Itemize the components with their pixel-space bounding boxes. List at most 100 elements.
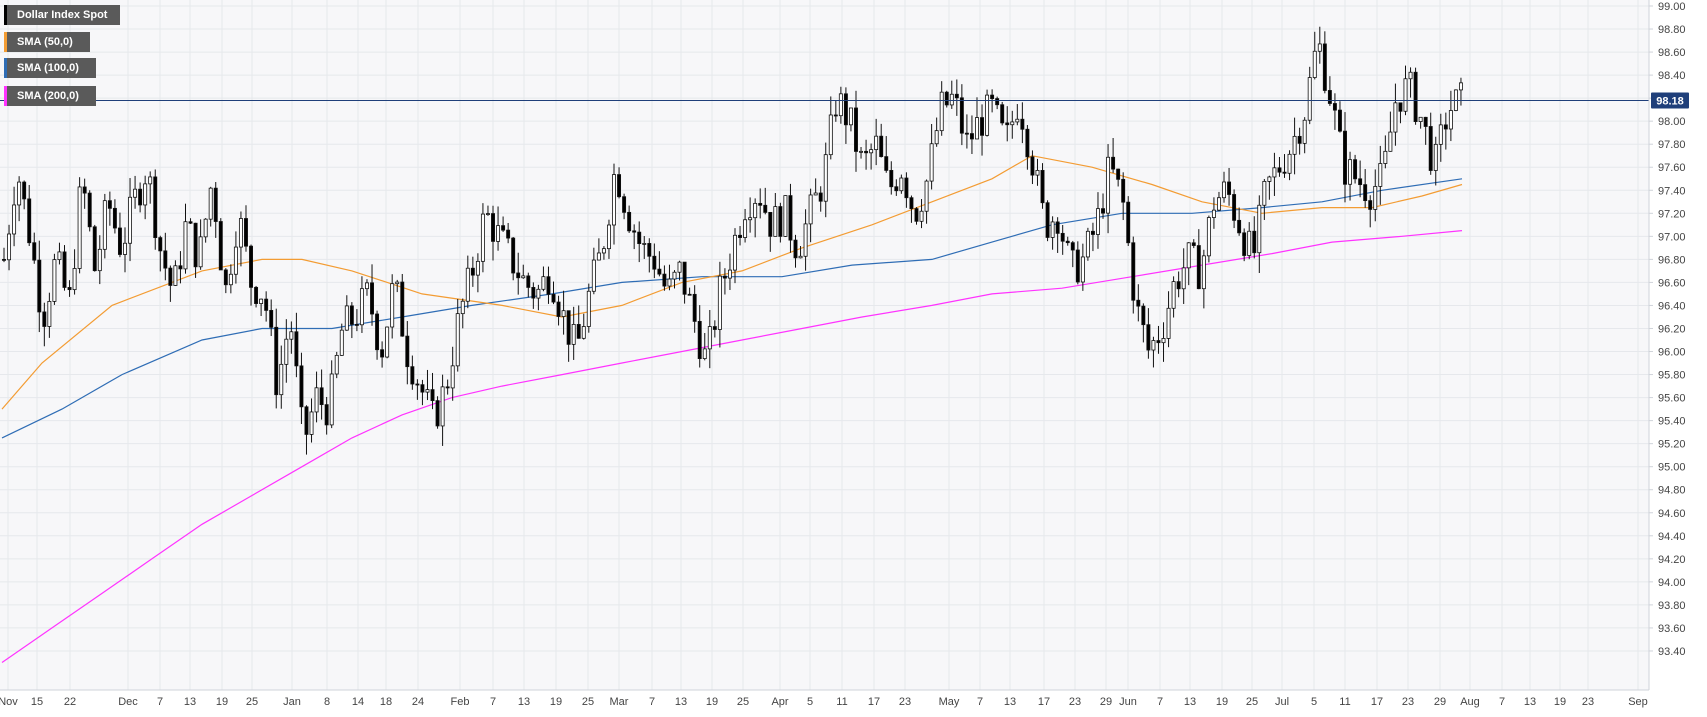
candle-body (969, 133, 974, 140)
candle-body (1096, 208, 1100, 235)
legend-swatch (4, 32, 7, 52)
candle-body (233, 246, 238, 275)
candle-body (460, 300, 465, 315)
x-tick-label: 17 (868, 696, 880, 708)
candle-body (848, 107, 853, 126)
candle-body (1322, 43, 1327, 91)
candle-body (1030, 156, 1035, 176)
x-tick-label: 23 (1402, 696, 1414, 708)
candle-body (717, 275, 722, 330)
candle-body (1343, 130, 1347, 185)
x-tick-label: 7 (1499, 696, 1505, 708)
x-tick-label: 11 (1339, 696, 1350, 708)
x-tick-label: Jan (283, 696, 301, 708)
candle-body (1020, 118, 1025, 130)
candle-body (864, 150, 869, 154)
candle-body (193, 222, 198, 268)
candle-body (1262, 181, 1267, 206)
candle-body (92, 226, 97, 272)
y-tick-label: 95.20 (1658, 439, 1686, 451)
legend-item-sma-200[interactable]: SMA (200,0) (4, 86, 96, 106)
candle-body (1000, 104, 1005, 124)
candle-body (1116, 168, 1121, 180)
candle-body (899, 177, 904, 192)
x-tick-label: 29 (1100, 696, 1112, 708)
candle-body (1418, 116, 1423, 123)
candle-body (964, 132, 969, 135)
candle-body (1267, 176, 1272, 182)
candle-body (869, 149, 874, 154)
candle-body (1050, 221, 1055, 238)
candle-body (662, 273, 667, 287)
candle-body (329, 373, 334, 426)
candle-body (1136, 299, 1141, 307)
candle-body (299, 365, 304, 408)
candle-body (1227, 181, 1232, 195)
candle-body (1025, 128, 1030, 158)
candle-body (1045, 202, 1050, 238)
legend-item-sma-100[interactable]: SMA (100,0) (4, 58, 96, 78)
x-tick-label: 13 (1184, 696, 1196, 708)
candle-body (309, 411, 314, 435)
candle-body (1398, 102, 1403, 112)
candle-body (1010, 121, 1015, 126)
x-tick-label: Feb (451, 696, 470, 708)
candle-body (77, 186, 82, 269)
legend-label: SMA (200,0) (17, 90, 79, 102)
candle-body (27, 198, 32, 244)
y-tick-label: 95.80 (1658, 370, 1686, 382)
candle-body (506, 229, 511, 239)
candle-body (1176, 281, 1181, 290)
candle-body (707, 326, 712, 350)
candle-body (838, 93, 843, 117)
candle-body (909, 197, 914, 210)
y-tick-label: 93.80 (1658, 600, 1686, 612)
candle-body (259, 298, 264, 304)
candle-body (284, 338, 289, 365)
candle-body (82, 186, 87, 194)
candle-body (244, 218, 248, 247)
x-tick-label: 19 (550, 696, 562, 708)
sma-50-line (1, 155, 1463, 410)
legend-item-dollar-index[interactable]: Dollar Index Spot (4, 5, 120, 25)
candle-body (339, 329, 344, 356)
candle-body (304, 406, 309, 435)
candle-body (450, 365, 455, 389)
candle-body (183, 221, 188, 270)
candle-body (980, 117, 984, 136)
y-tick-label: 93.60 (1658, 623, 1686, 635)
candle-body (647, 243, 652, 257)
x-tick-label: 19 (216, 696, 228, 708)
candle-body (314, 387, 319, 413)
candle-body (1161, 338, 1166, 344)
x-tick-label: 7 (1157, 696, 1163, 708)
legend-swatch (4, 58, 7, 78)
candle-body (72, 268, 77, 291)
x-tick-label: 13 (1004, 696, 1016, 708)
candle-body (1282, 171, 1287, 174)
candle-body (107, 200, 112, 209)
legend-item-sma-50[interactable]: SMA (50,0) (4, 32, 90, 52)
candle-body (1106, 156, 1111, 214)
candle-body (67, 287, 72, 291)
x-tick-label: 17 (1038, 696, 1050, 708)
candle-body (652, 255, 657, 270)
candle-body (430, 389, 435, 402)
candle-body (1272, 167, 1277, 178)
candle-body (12, 204, 17, 235)
candle-body (975, 117, 979, 140)
candle-body (1433, 143, 1438, 171)
legend-swatch (4, 86, 7, 106)
x-tick-label: Aug (1460, 696, 1480, 708)
y-tick-label: 96.40 (1658, 300, 1686, 312)
candle-body (541, 276, 546, 290)
candle-body (959, 97, 964, 134)
candle-body (17, 181, 22, 206)
candle-body (1121, 178, 1126, 203)
candle-body (173, 265, 178, 286)
candle-body (1166, 307, 1171, 339)
candle-body (254, 286, 259, 304)
x-tick-label: 5 (1311, 696, 1317, 708)
x-tick-label: 25 (582, 696, 594, 708)
candle-body (1156, 340, 1161, 344)
